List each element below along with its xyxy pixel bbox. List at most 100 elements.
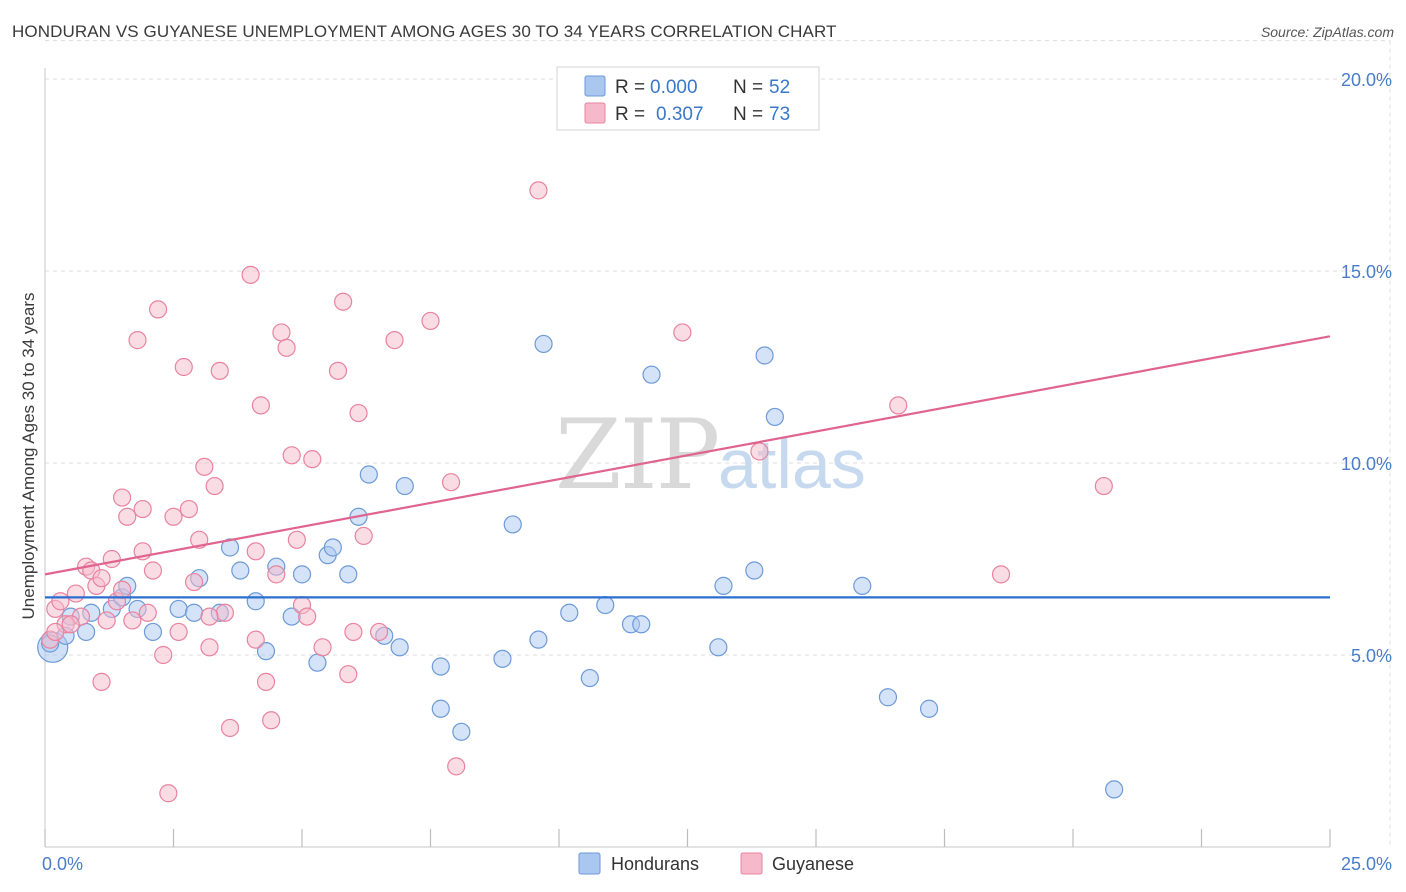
- guyanese-point: [313, 638, 332, 657]
- guyanese-point: [370, 622, 389, 642]
- guyanese-point: [673, 323, 692, 342]
- guyanese-point: [174, 357, 193, 377]
- legend-n-label-guyanese: N =: [733, 104, 763, 125]
- watermark: ZIP atlas: [555, 399, 866, 511]
- watermark-atlas: atlas: [718, 425, 866, 503]
- guyanese-point: [344, 622, 363, 642]
- honduran-point: [919, 699, 939, 718]
- honduran-point: [169, 599, 188, 619]
- guyanese-point: [184, 572, 204, 592]
- guyanese-point: [159, 784, 178, 803]
- honduran-point: [256, 642, 276, 661]
- honduran-point: [632, 615, 651, 634]
- guyanese-point: [303, 450, 322, 469]
- guyanese-point: [118, 507, 137, 526]
- honduran-point: [431, 699, 450, 718]
- guyanese-point: [123, 611, 142, 630]
- guyanese-point: [169, 622, 188, 642]
- guyanese-point: [66, 584, 85, 603]
- guyanese-point: [385, 331, 404, 350]
- honduran-point: [642, 365, 661, 384]
- guyanese-point: [287, 530, 306, 549]
- honduran-point: [323, 538, 342, 557]
- series-legend-label-guyanese: Guyanese: [772, 854, 854, 874]
- y-axis-label-group: Unemployment Among Ages 30 to 34 years: [19, 293, 38, 620]
- guyanese-point: [205, 476, 224, 496]
- honduran-point: [359, 465, 378, 484]
- guyanese-point: [92, 569, 111, 588]
- legend-swatch-hondurans: [584, 75, 606, 97]
- guyanese-point: [282, 446, 301, 465]
- honduran-point: [534, 334, 553, 354]
- legend-r-label-guyanese: R =: [615, 104, 645, 125]
- guyanese-point: [61, 615, 80, 634]
- guyanese-point: [102, 549, 121, 569]
- guyanese-point: [529, 181, 548, 200]
- honduran-point: [77, 622, 96, 642]
- honduran-point: [184, 603, 204, 622]
- guyanese-point: [298, 607, 317, 626]
- guyanese-point: [339, 665, 358, 684]
- honduran-point: [1105, 780, 1124, 799]
- guyanese-point: [97, 611, 116, 630]
- guyanese-point: [334, 292, 353, 311]
- honduran-point: [878, 688, 898, 707]
- legend-r-value-hondurans: 0.000: [650, 77, 698, 98]
- honduran-point: [143, 622, 163, 642]
- series-legend: Hondurans Guyanese: [578, 852, 854, 875]
- honduran-point: [339, 565, 358, 584]
- honduran-point: [560, 603, 579, 622]
- honduran-point: [755, 346, 774, 365]
- honduran-point: [390, 638, 409, 657]
- series-legend-swatch-guyanese: [740, 852, 763, 875]
- guyanese-point: [112, 488, 132, 507]
- honduran-point: [308, 653, 327, 672]
- trend-layer: [44, 335, 1331, 599]
- honduran-point: [503, 515, 522, 534]
- legend-n-label-hondurans: N =: [733, 77, 763, 98]
- points-layer: [37, 181, 1124, 803]
- honduran-point: [580, 668, 599, 688]
- guyanese-point: [262, 711, 281, 730]
- honduran-point: [452, 722, 471, 741]
- guyanese-point: [328, 361, 348, 380]
- guyanese-point: [251, 396, 270, 415]
- honduran-point: [745, 561, 764, 580]
- guyanese-point: [138, 603, 157, 622]
- guyanese-point: [354, 526, 373, 546]
- honduran-point: [853, 576, 872, 595]
- guyanese-point: [210, 361, 229, 380]
- guyanese-point: [46, 622, 65, 642]
- guyanese-point: [241, 265, 260, 284]
- guyanese-point: [195, 457, 214, 476]
- guyanese-point: [349, 403, 368, 423]
- guyanese-point: [164, 507, 183, 526]
- guyanese-point: [889, 396, 908, 415]
- honduran-point: [529, 630, 548, 649]
- x-tick-label: 25.0%: [1341, 854, 1392, 874]
- y-tick-label: 10.0%: [1341, 454, 1392, 474]
- guyanese-point: [154, 645, 173, 665]
- y-tick-label: 5.0%: [1351, 646, 1392, 666]
- guyanese-point: [272, 323, 291, 342]
- y-tick-label: 15.0%: [1341, 262, 1392, 282]
- guyanese-point: [179, 499, 199, 519]
- guyanese-point: [277, 338, 296, 357]
- guyanese-point: [133, 499, 152, 519]
- guyanese-point: [246, 630, 265, 649]
- guyanese-point: [220, 718, 240, 738]
- guyanese-point: [447, 757, 466, 776]
- honduran-point: [231, 561, 250, 580]
- honduran-point: [714, 576, 733, 595]
- guyanese-point: [991, 565, 1011, 584]
- guyanese-point: [1094, 476, 1113, 496]
- chart-source: Source: ZipAtlas.com: [1260, 24, 1394, 40]
- guyanese-trend-line: [44, 335, 1331, 576]
- guyanese-point: [200, 638, 219, 657]
- guyanese-point: [256, 672, 276, 691]
- guyanese-point: [128, 331, 147, 350]
- y-tick-label: 20.0%: [1341, 70, 1392, 90]
- guyanese-point: [200, 607, 219, 626]
- honduran-point: [765, 407, 784, 427]
